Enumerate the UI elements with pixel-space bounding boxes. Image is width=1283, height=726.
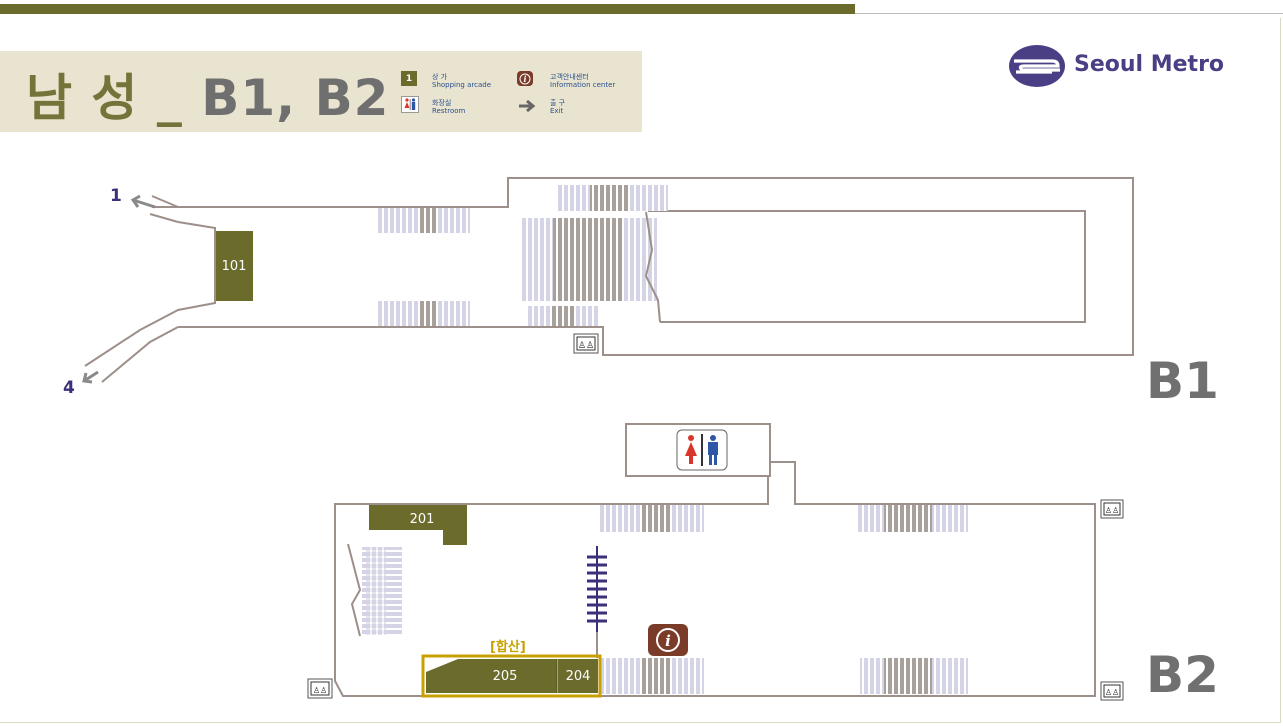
legend-info-en: Information center <box>550 81 616 89</box>
title-floors: B1, B2 <box>201 69 390 127</box>
b2-stairs-d-dark <box>884 658 932 694</box>
title-separator: _ <box>156 69 183 127</box>
svg-text:i: i <box>523 74 526 84</box>
elevator-icon: ♙♙ <box>573 333 599 354</box>
station-name: 남 성 <box>26 69 139 127</box>
store-201-label: 201 <box>410 512 435 527</box>
svg-text:♙♙: ♙♙ <box>313 686 327 695</box>
exit-4-label: 4 <box>63 378 75 398</box>
legend-info-ko: 고객안내센터 <box>550 73 589 81</box>
elevator-icon: ♙♙ <box>307 678 333 699</box>
shop-badge-label: 1 <box>405 73 413 84</box>
combined-store-highlight <box>421 654 602 698</box>
track-crossing <box>587 546 607 658</box>
logo-text: Seoul Metro <box>1074 52 1225 77</box>
title-banner <box>0 51 642 132</box>
store-101-label: 101 <box>222 259 247 274</box>
legend-shop-ko: 상 가 <box>432 73 448 81</box>
b2-walls <box>334 423 1096 697</box>
exit-arrow-icon <box>518 98 536 117</box>
b1-escalator-main-dark <box>553 218 623 301</box>
b1-stairs-d-dark <box>552 306 576 326</box>
legend-restroom-ko: 화장실 <box>432 99 452 107</box>
legend-shop-en: Shopping arcade <box>432 81 492 89</box>
b2-stairs-c-dark <box>640 658 670 694</box>
combined-store-note: [합산] <box>490 640 526 655</box>
exit-arrow-icon <box>82 194 156 384</box>
b2-stairs-b-dark <box>884 505 932 532</box>
legend-shop: 상 가 Shopping arcade <box>432 73 491 89</box>
legend-exit-en: Exit <box>550 107 564 115</box>
svg-text:♙♙: ♙♙ <box>1105 506 1119 515</box>
b1-walls <box>84 177 1134 383</box>
legend-info: 고객안내센터 Information center <box>550 73 615 89</box>
b1-stairs-b-dark <box>418 301 436 326</box>
shop-icon: 1 <box>401 71 417 86</box>
store-204-label: 204 <box>566 669 591 684</box>
legend-exit: 출 구 Exit <box>550 99 565 115</box>
info-icon: i <box>648 624 688 656</box>
store-205 <box>426 659 557 693</box>
top-accent-bar <box>0 4 855 14</box>
info-icon: i <box>517 71 533 86</box>
elevator-icon: ♙♙ <box>1100 499 1124 519</box>
store-101 <box>216 231 253 301</box>
b2-stairs-a-dark <box>640 505 670 532</box>
store-201 <box>369 505 467 545</box>
b1-stairs-a-dark <box>418 208 436 233</box>
page-frame <box>0 18 1281 723</box>
exit-1-label: 1 <box>110 186 122 206</box>
restroom-icon <box>401 96 419 113</box>
seoul-metro-logo-icon <box>1008 44 1066 92</box>
store-205-label: 205 <box>493 669 518 684</box>
top-divider <box>855 13 1283 14</box>
b1-stairs-c-dark <box>590 185 630 211</box>
legend-restroom-en: Restroom <box>432 107 466 115</box>
store-204 <box>558 659 598 693</box>
floor-label-b2: B2 <box>1146 646 1219 704</box>
page-title: 남 성 _ B1, B2 <box>26 58 389 130</box>
elevator-icon: ♙♙ <box>1100 681 1124 701</box>
svg-text:♙♙: ♙♙ <box>578 341 594 351</box>
restroom-icon <box>676 429 728 471</box>
legend-exit-ko: 출 구 <box>550 99 566 107</box>
svg-text:♙♙: ♙♙ <box>1105 688 1119 697</box>
floor-label-b1: B1 <box>1146 352 1219 410</box>
svg-text:i: i <box>665 632 671 650</box>
legend-restroom: 화장실 Restroom <box>432 99 465 115</box>
